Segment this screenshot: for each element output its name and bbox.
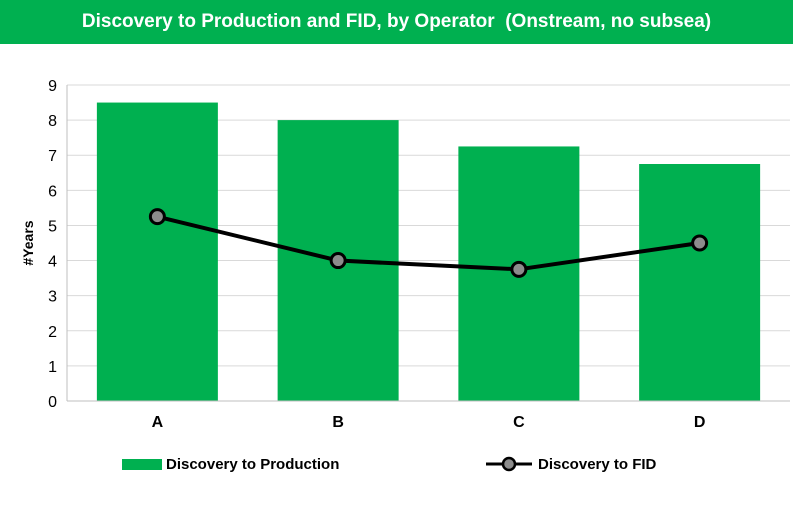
axis-labels: 0 1 2 3 4 5 6 7 8 9 A B C D #Years bbox=[20, 78, 705, 431]
bar-A bbox=[96, 102, 218, 402]
fid-point-C bbox=[510, 260, 528, 278]
legend-bar-swatch bbox=[122, 458, 162, 470]
x-tick-label: D bbox=[694, 414, 706, 431]
chart-plot: 0 1 2 3 4 5 6 7 8 9 A B C D #Years bbox=[20, 78, 790, 431]
fid-point-B bbox=[329, 252, 347, 270]
bar-series bbox=[96, 102, 761, 402]
fid-point-A bbox=[148, 208, 166, 226]
bar-D bbox=[639, 164, 761, 401]
x-tick-label: B bbox=[332, 414, 344, 431]
x-tick-label: A bbox=[152, 414, 164, 431]
legend: Discovery to Production Discovery to FID bbox=[0, 452, 793, 476]
fid-point-D bbox=[691, 234, 709, 252]
y-tick-label: 1 bbox=[48, 359, 57, 376]
y-tick-label: 5 bbox=[48, 218, 57, 235]
y-tick-label: 2 bbox=[48, 324, 57, 341]
chart-title: Discovery to Production and FID, by Oper… bbox=[0, 0, 793, 44]
y-tick-label: 4 bbox=[48, 254, 57, 271]
y-axis-label: #Years bbox=[20, 220, 36, 265]
y-tick-label: 0 bbox=[48, 394, 57, 411]
legend-label-bar: Discovery to Production bbox=[166, 455, 340, 473]
line-series bbox=[148, 208, 709, 278]
y-tick-label: 7 bbox=[48, 148, 57, 165]
x-tick-label: C bbox=[513, 414, 525, 431]
legend-item-bar: Discovery to Production bbox=[122, 452, 339, 476]
fid-line bbox=[156, 214, 700, 272]
y-tick-label: 3 bbox=[48, 289, 57, 306]
y-tick-label: 9 bbox=[48, 78, 57, 95]
legend-label-line: Discovery to FID bbox=[538, 455, 657, 473]
y-tick-label: 6 bbox=[48, 183, 57, 200]
axes bbox=[66, 85, 790, 402]
legend-item-line: Discovery to FID bbox=[484, 452, 656, 476]
legend-line-swatch bbox=[486, 456, 532, 472]
y-tick-label: 8 bbox=[48, 113, 57, 130]
